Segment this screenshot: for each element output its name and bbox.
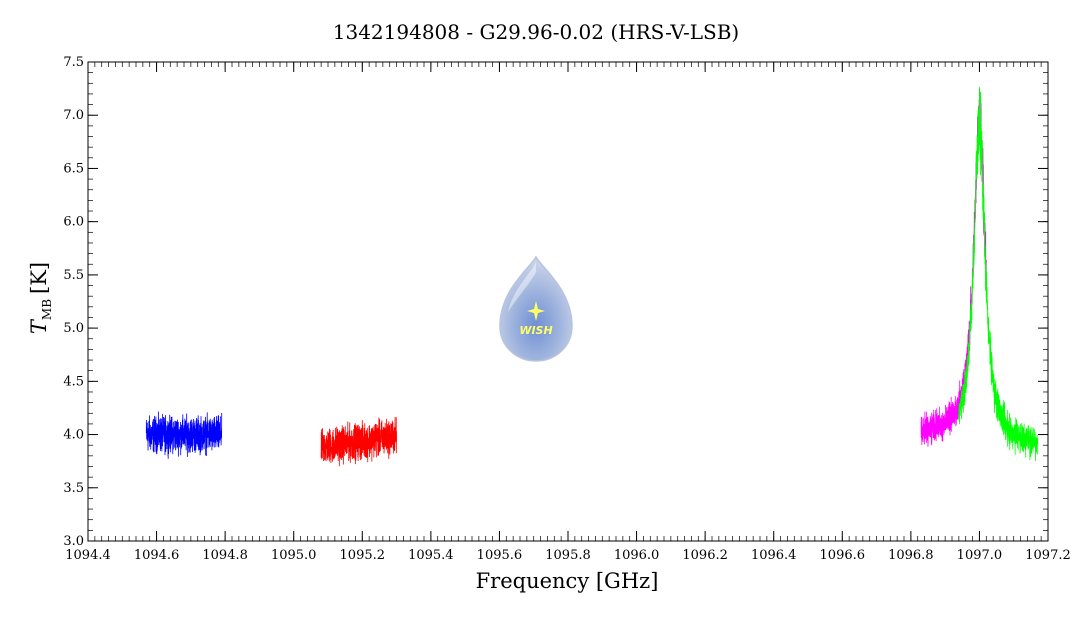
- svg-text:TMB[K]: TMB [K]: [27, 262, 54, 334]
- x-tick-label: 1095.4: [408, 548, 454, 563]
- y-tick-label: 4.0: [63, 428, 84, 443]
- drop-highlight: [508, 262, 536, 312]
- x-tick-label: 1095.6: [477, 548, 523, 563]
- x-tick-label: 1095.8: [545, 548, 591, 563]
- star-icon: [527, 301, 545, 321]
- x-axis-title: Frequency [GHz]: [476, 569, 659, 593]
- x-tick-label: 1096.2: [682, 548, 728, 563]
- y-tick-label: 6.5: [63, 161, 84, 176]
- x-tick-label: 1094.6: [134, 548, 180, 563]
- x-tick-label: 1096.6: [820, 548, 866, 563]
- x-tick-label: 1096.0: [614, 548, 660, 563]
- y-tick-label: 5.5: [63, 268, 84, 283]
- x-tick-label: 1094.8: [202, 548, 248, 563]
- x-tick-label: 1096.8: [888, 548, 934, 563]
- x-tick-label: 1094.4: [65, 548, 111, 563]
- y-tick-label: 4.5: [63, 374, 84, 389]
- series-line-2: [320, 417, 397, 467]
- x-tick-label: 1097.2: [1025, 548, 1071, 563]
- series-line-3: [920, 88, 987, 447]
- y-tick-label: 3.0: [63, 534, 84, 549]
- y-tick-label: 7.5: [63, 55, 84, 70]
- y-tick-label: 3.5: [63, 481, 84, 496]
- y-axis-unit: [K]: [27, 262, 51, 294]
- x-tick-label: 1095.0: [271, 548, 317, 563]
- y-tick-label: 6.0: [63, 215, 84, 230]
- y-axis-subscript: MB: [40, 299, 54, 320]
- x-tick-label: 1097.0: [957, 548, 1003, 563]
- y-tick-label: 5.0: [63, 321, 84, 336]
- y-tick-label: 7.0: [63, 108, 84, 123]
- x-tick-label: 1095.2: [340, 548, 386, 563]
- tick-labels: 1094.4 1094.6 1094.8 1095.0 1095.2 1095.4 1095…: [63, 55, 1070, 563]
- wish-logo: WISH: [499, 255, 573, 362]
- series-line-4: [958, 86, 1039, 461]
- y-axis-symbol: T: [27, 318, 51, 334]
- chart-title: 1342194808 - G29.96-0.02 (HRS-V-LSB): [333, 20, 739, 44]
- series-layer: [145, 86, 1039, 467]
- x-tick-label: 1096.4: [751, 548, 797, 563]
- series-line-1: [145, 411, 223, 459]
- logo-text: WISH: [519, 324, 552, 337]
- y-axis-title: TMB [K]: [27, 262, 54, 334]
- plot-frame: [87, 61, 1049, 542]
- axes: [87, 61, 1049, 542]
